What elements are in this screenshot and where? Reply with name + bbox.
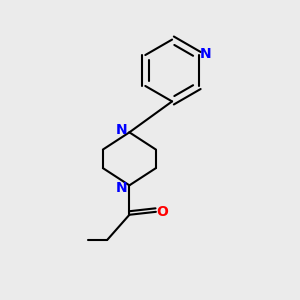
Text: N: N (116, 181, 128, 195)
Text: N: N (200, 46, 211, 61)
Text: O: O (156, 205, 168, 219)
Text: N: N (116, 123, 128, 137)
